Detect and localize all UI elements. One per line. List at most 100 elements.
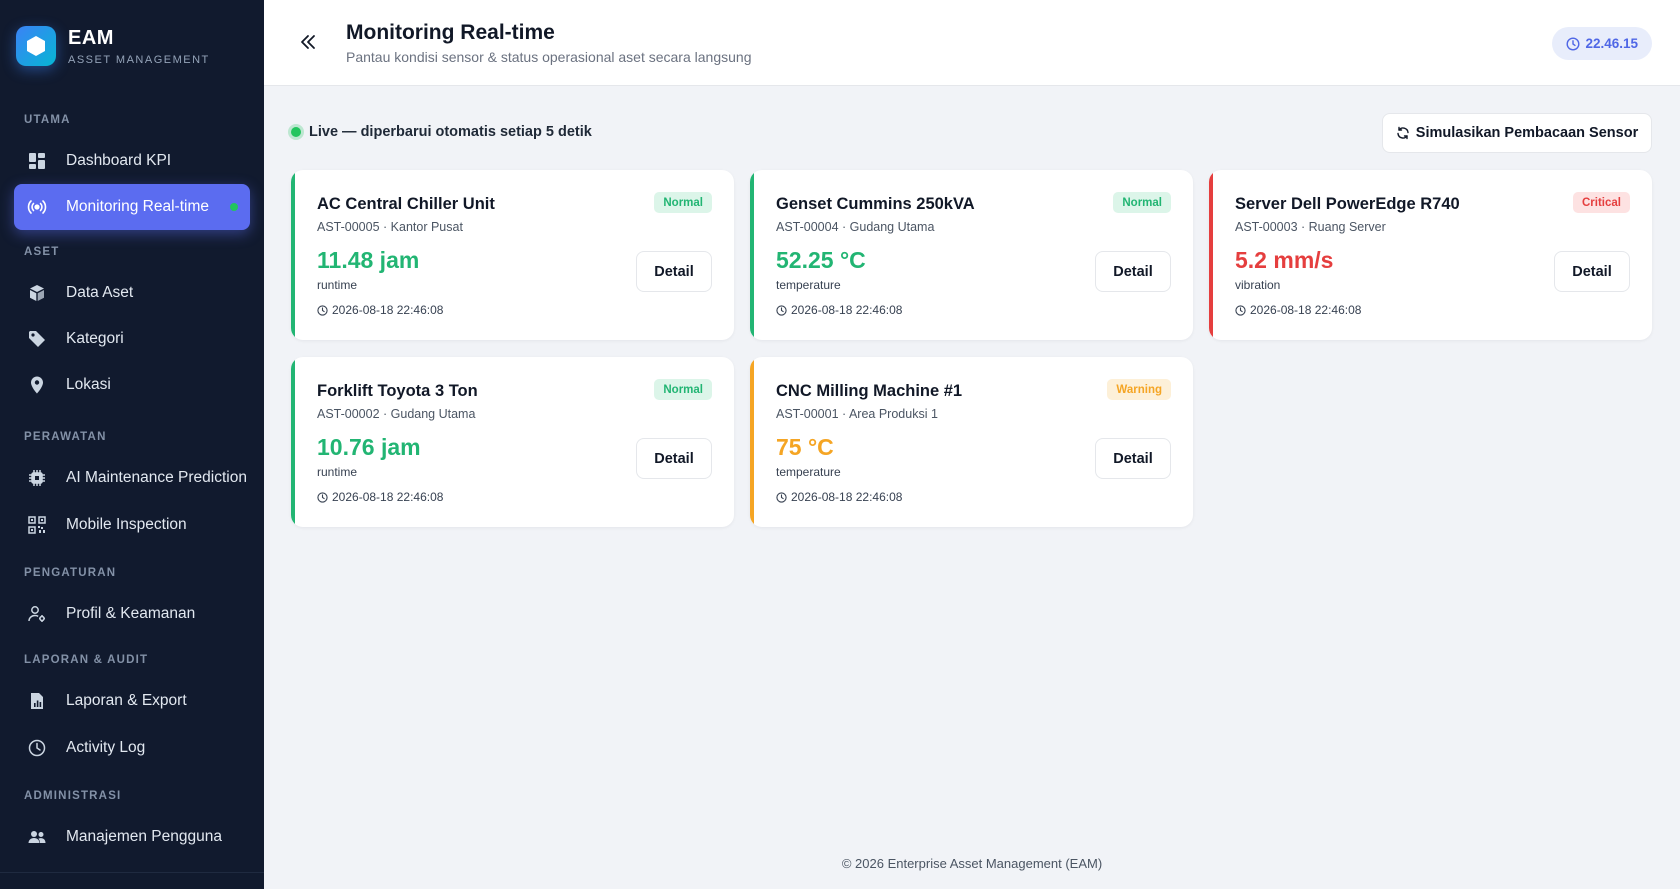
live-status: Live — diperbarui otomatis setiap 5 deti… [291,124,592,140]
sidebar-item-laporan-export[interactable]: Laporan & Export [14,678,250,724]
status-accent-bar [291,170,295,340]
page-footer: © 2026 Enterprise Asset Management (EAM) [841,856,1103,871]
clock-icon [776,491,787,503]
sidebar-item-dashboard-kpi[interactable]: Dashboard KPI [14,138,250,184]
page-subtitle: Pantau kondisi sensor & status operasion… [346,49,752,65]
clock-icon [776,304,787,316]
sensor-metric: temperature [776,465,841,479]
sensor-value: 11.48 jam [317,247,420,273]
qr-code-icon [26,514,48,536]
status-badge: Normal [654,192,712,213]
double-chevron-left-icon [301,35,315,49]
sensor-metric: runtime [317,278,358,292]
nav-section-pengaturan: PENGATURAN [24,567,117,579]
dashboard-icon [26,150,48,172]
nav-section-administrasi: ADMINISTRASI [24,790,122,802]
nav-section-aset: ASET [24,246,60,258]
detail-button[interactable]: Detail [1095,438,1171,479]
sidebar-item-label: Data Aset [66,284,134,301]
status-accent-bar [750,170,754,340]
sidebar-item-ai-maintenance-prediction[interactable]: AI Maintenance Prediction [14,455,250,501]
sidebar-item-data-aset[interactable]: Data Aset [14,270,250,316]
status-badge: Normal [1113,192,1171,213]
sensor-metric: vibration [1235,278,1281,292]
sensor-value: 5.2 mm/s [1235,247,1334,273]
sensor-value: 75 °C [776,434,834,460]
user-gear-icon [26,603,48,625]
sidebar-item-monitoring-real-time[interactable]: Monitoring Real-time [14,184,250,230]
detail-button[interactable]: Detail [636,438,712,479]
cpu-chip-icon [26,467,48,489]
nav-section-perawatan: PERAWATAN [24,431,107,443]
sidebar-item-label: Profil & Keamanan [66,605,196,622]
timestamp-text: 2026-08-18 22:46:08 [1250,303,1362,317]
sidebar-item-manajemen-pengguna[interactable]: Manajemen Pengguna [14,814,250,860]
simulate-sensor-label: Simulasikan Pembacaan Sensor [1415,125,1639,141]
app-subtitle: ASSET MANAGEMENT [68,54,210,66]
sidebar-item-label: Laporan & Export [66,692,187,709]
asset-meta: AST-00004 · Gudang Utama [776,220,935,234]
sidebar-item-activity-log[interactable]: Activity Log [14,725,250,771]
sidebar-item-mobile-inspection[interactable]: Mobile Inspection [14,502,250,548]
asset-meta: AST-00005 · Kantor Pusat [317,220,463,234]
status-accent-bar [750,357,754,527]
tag-icon [26,328,48,350]
simulate-sensor-button[interactable]: Simulasikan Pembacaan Sensor [1382,113,1652,153]
asset-meta: AST-00002 · Gudang Utama [317,407,476,421]
asset-meta: AST-00003 · Ruang Server [1235,220,1386,234]
sensor-value: 52.25 °C [776,247,866,273]
detail-button[interactable]: Detail [1095,251,1171,292]
timestamp-text: 2026-08-18 22:46:08 [791,303,903,317]
nav-section-utama: UTAMA [24,114,71,126]
sidebar-item-label: Activity Log [66,739,146,756]
sidebar-item-label: Dashboard KPI [66,152,172,169]
sidebar: EAM ASSET MANAGEMENT UTAMA Dashboard KPI… [0,0,264,889]
brand[interactable]: EAM ASSET MANAGEMENT [16,26,210,66]
status-badge: Normal [654,379,712,400]
asset-name: CNC Milling Machine #1 [776,382,963,400]
clock-icon [26,737,48,759]
sidebar-item-kategori[interactable]: Kategori [14,316,250,362]
timestamp-text: 2026-08-18 22:46:08 [332,303,444,317]
timestamp-text: 2026-08-18 22:46:08 [791,490,903,504]
sidebar-item-label: Monitoring Real-time [66,198,209,215]
clock-icon [317,304,328,316]
status-accent-bar [291,357,295,527]
live-pulse-dot [291,127,301,137]
detail-button[interactable]: Detail [1554,251,1630,292]
reading-timestamp: 2026-08-18 22:46:08 [776,303,902,317]
asset-name: Server Dell PowerEdge R740 [1235,195,1460,213]
clock-icon [317,491,328,503]
status-accent-bar [1209,170,1213,340]
asset-card: AC Central Chiller Unit AST-00005 · Kant… [291,170,734,340]
clock-icon [1566,36,1580,51]
asset-card: CNC Milling Machine #1 AST-00001 · Area … [750,357,1193,527]
page-title: Monitoring Real-time [346,21,555,44]
sidebar-item-label: Manajemen Pengguna [66,828,222,845]
broadcast-icon [26,196,48,218]
timestamp-text: 2026-08-18 22:46:08 [332,490,444,504]
sidebar-item-label: Kategori [66,330,124,347]
live-indicator-dot [230,203,238,211]
box-icon [26,282,48,304]
users-icon [26,826,48,848]
page-header: Monitoring Real-time Pantau kondisi sens… [264,0,1680,86]
sidebar-divider [0,872,264,873]
sidebar-item-profil-keamanan[interactable]: Profil & Keamanan [14,591,250,637]
asset-name: AC Central Chiller Unit [317,195,495,213]
nav-section-laporan-audit: LAPORAN & AUDIT [24,654,149,666]
asset-card: Forklift Toyota 3 Ton AST-00002 · Gudang… [291,357,734,527]
live-status-text: Live — diperbarui otomatis setiap 5 deti… [309,124,592,140]
clock-badge: 22.46.15 [1552,27,1652,60]
detail-button[interactable]: Detail [636,251,712,292]
reading-timestamp: 2026-08-18 22:46:08 [1235,303,1361,317]
asset-name: Forklift Toyota 3 Ton [317,382,478,400]
reading-timestamp: 2026-08-18 22:46:08 [317,303,443,317]
collapse-sidebar-button[interactable] [294,28,322,56]
clock-icon [1235,304,1246,316]
asset-meta: AST-00001 · Area Produksi 1 [776,407,938,421]
asset-card: Genset Cummins 250kVA AST-00004 · Gudang… [750,170,1193,340]
status-badge: Warning [1107,379,1171,400]
hexagon-icon [16,26,56,66]
sidebar-item-lokasi[interactable]: Lokasi [14,362,250,408]
